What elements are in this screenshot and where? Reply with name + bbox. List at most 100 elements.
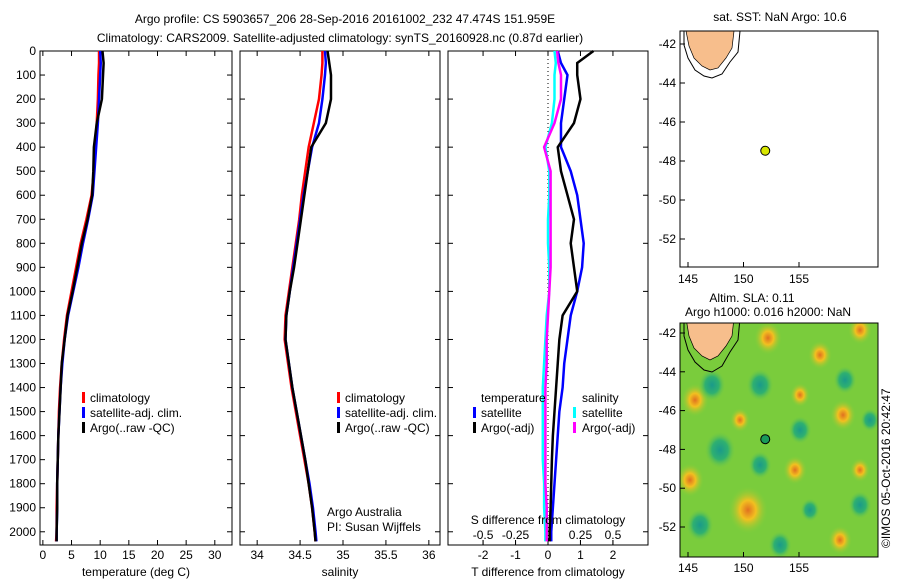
x-tick-label: 10 (93, 548, 107, 562)
legend-argo: Argo(..raw -QC) (90, 421, 175, 435)
x-tick-label: 2 (610, 548, 617, 562)
annotation-pi: PI: Susan Wijffels (327, 520, 421, 534)
lon-tick-label: 150 (733, 561, 753, 575)
series-line-argo-adj- (542, 50, 563, 542)
legend-t-argo: Argo(-adj) (481, 421, 534, 435)
temperature-xlabel: temperature (deg C) (82, 565, 190, 579)
shelf-contour (683, 323, 741, 373)
lat-tick-label: -50 (659, 481, 677, 495)
lat-tick-label: -52 (659, 520, 677, 534)
sst-map-title: sat. SST: NaN Argo: 10.6 (713, 10, 847, 24)
x-tick-label: 25 (179, 548, 193, 562)
legend-swatch-satellite (337, 407, 340, 418)
y-tick-label: 400 (16, 140, 36, 154)
sla-map-title2: Argo h1000: 0.016 h2000: NaN (685, 305, 851, 319)
tasmania-land (686, 323, 734, 361)
legend-swatch-t-satellite (473, 407, 476, 418)
difference-xlabel: T difference from climatology (471, 565, 625, 579)
y-tick-label: 2000 (9, 525, 36, 539)
legend-salinity-heading: salinity (582, 391, 619, 405)
temperature-panel: 0100200300400500600700800900100011001200… (9, 44, 233, 579)
legend-swatch-s-argo (573, 422, 576, 433)
legend-swatch-s-satellite (573, 407, 576, 418)
legend-satellite: satellite-adj. clim. (345, 406, 437, 420)
series-line-argo-adj- (548, 49, 595, 542)
lat-tick-label: -52 (659, 232, 677, 246)
x-tick-label: 35.5 (374, 548, 398, 562)
salinity-panel: 34 34.5 35 35.5 36 salinity climatology sate… (239, 50, 441, 579)
x-tick-label: -2 (478, 548, 489, 562)
lon-tick-label: 145 (678, 561, 698, 575)
y-tick-label: 1200 (9, 332, 36, 346)
series-line-satellite-adj-clim- (55, 50, 103, 542)
y-tick-label: 1400 (9, 381, 36, 395)
sla-anomaly (848, 490, 872, 520)
x-tick-label: 35 (336, 548, 350, 562)
y-tick-label: 100 (16, 68, 36, 82)
sla-anomaly (698, 368, 726, 402)
y-tick-label: 1600 (9, 429, 36, 443)
x-tick-label: 34.5 (288, 548, 312, 562)
x-tick-label: 30 (208, 548, 222, 562)
sla-map-box (679, 322, 879, 558)
sla-anomaly (848, 323, 872, 345)
x2-tick-label: 0.5 (605, 528, 622, 542)
y-tick-label: 200 (16, 92, 36, 106)
legend-temperature-heading: temperature (481, 391, 546, 405)
lat-tick-label: -44 (659, 365, 677, 379)
lat-tick-label: -44 (659, 76, 677, 90)
legend-climatology: climatology (345, 391, 405, 405)
lat-tick-label: -42 (659, 326, 677, 340)
legend-swatch-argo (82, 422, 85, 433)
x-tick-label: 0 (545, 548, 552, 562)
series-line-satellite (549, 50, 585, 542)
y-tick-label: 1100 (10, 308, 36, 322)
x-tick-label: 1 (577, 548, 584, 562)
sla-map: Altim. SLA: 0.11 Argo h1000: 0.016 h2000… (659, 291, 879, 575)
salinity-axes-box (239, 50, 441, 546)
y-tick-label: 1300 (9, 357, 36, 371)
sla-anomaly (748, 450, 772, 480)
x2-tick-label: -0.5 (473, 528, 494, 542)
x-tick-label: 5 (68, 548, 75, 562)
y-tick-label: 1500 (9, 405, 36, 419)
y-tick-label: 900 (16, 260, 36, 274)
lat-tick-label: -42 (659, 37, 677, 51)
legend-s-argo: Argo(-adj) (582, 421, 635, 435)
legend-swatch-climatology (337, 392, 340, 403)
title-line1: Argo profile: CS 5903657_206 28-Sep-2016… (135, 12, 555, 26)
series-line-argo-raw-qc- (55, 50, 105, 542)
difference-panel: -2 -1 0 1 2 -0.5 -0.25 0 0.25 0.5 T difference fr… (447, 49, 649, 579)
lat-tick-label: -48 (659, 442, 677, 456)
y-tick-label: 0 (29, 44, 36, 58)
sla-anomaly (768, 530, 792, 557)
sla-anomaly (790, 383, 810, 407)
tasmania-land (685, 31, 735, 71)
y-tick-label: 1000 (9, 284, 36, 298)
annotation-argo-australia: Argo Australia (327, 505, 402, 519)
legend-swatch-argo (337, 422, 340, 433)
difference-x2label: S difference from climatology (471, 513, 626, 527)
x2-tick-label: 0 (545, 528, 552, 542)
x-tick-label: 36 (422, 548, 436, 562)
lon-tick-label: 155 (789, 561, 809, 575)
series-line-climatology (54, 51, 101, 542)
legend-s-satellite: satellite (582, 406, 623, 420)
x-tick-label: -1 (510, 548, 521, 562)
temperature-axes-box (39, 50, 233, 546)
legend-satellite: satellite-adj. clim. (90, 406, 182, 420)
sla-anomaly (828, 525, 852, 555)
legend-swatch-satellite (82, 407, 85, 418)
sla-anomaly (704, 430, 736, 470)
legend-swatch-climatology (82, 392, 85, 403)
legend-t-satellite: satellite (481, 406, 522, 420)
x-tick-label: 15 (122, 548, 136, 562)
x-tick-label: 0 (40, 548, 47, 562)
sla-anomaly (788, 415, 812, 445)
y-tick-label: 600 (16, 188, 36, 202)
y-tick-label: 800 (16, 236, 36, 250)
y-tick-label: 1900 (9, 501, 36, 515)
difference-legend: temperature satellite Argo(-adj) salinit… (473, 391, 635, 435)
temperature-legend: climatology satellite-adj. clim. Argo(..… (82, 391, 182, 435)
